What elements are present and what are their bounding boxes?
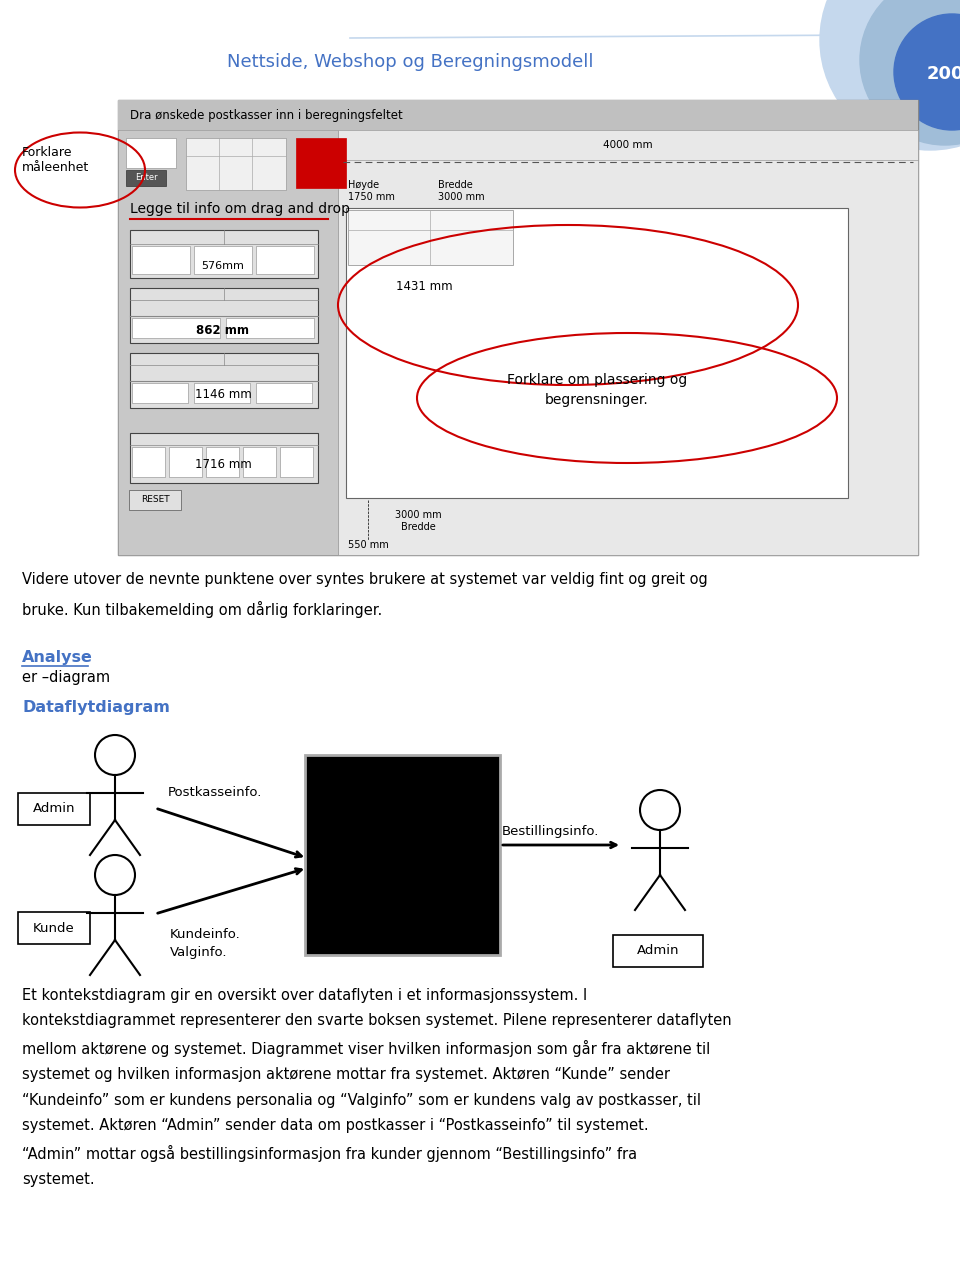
FancyBboxPatch shape <box>348 210 513 264</box>
Text: 550 mm: 550 mm <box>348 540 389 550</box>
FancyBboxPatch shape <box>206 447 239 477</box>
FancyBboxPatch shape <box>130 230 318 278</box>
FancyBboxPatch shape <box>226 318 314 338</box>
Text: Nettside, Webshop og Beregningsmodell: Nettside, Webshop og Beregningsmodell <box>227 53 593 71</box>
Text: Postkasseinfo.: Postkasseinfo. <box>168 787 262 799</box>
FancyBboxPatch shape <box>130 433 318 483</box>
Text: Bredde
3000 mm: Bredde 3000 mm <box>438 180 485 202</box>
Text: Forklare om plassering og
begrensninger.: Forklare om plassering og begrensninger. <box>507 374 687 407</box>
FancyBboxPatch shape <box>118 130 338 555</box>
FancyBboxPatch shape <box>256 383 312 403</box>
Text: Analyse: Analyse <box>22 649 93 665</box>
Text: Admin: Admin <box>636 944 680 957</box>
FancyBboxPatch shape <box>132 383 188 403</box>
FancyBboxPatch shape <box>132 247 190 275</box>
Circle shape <box>95 735 135 775</box>
FancyBboxPatch shape <box>130 289 318 343</box>
FancyBboxPatch shape <box>126 170 166 186</box>
Text: RESET: RESET <box>141 496 169 505</box>
Text: er –diagram: er –diagram <box>22 670 110 685</box>
FancyBboxPatch shape <box>296 139 346 188</box>
FancyBboxPatch shape <box>305 755 500 955</box>
Text: Kundeinfo.
Valginfo.: Kundeinfo. Valginfo. <box>170 928 241 960</box>
FancyBboxPatch shape <box>186 139 286 189</box>
Text: Legge til info om drag and drop: Legge til info om drag and drop <box>130 202 350 216</box>
Circle shape <box>820 0 960 150</box>
Text: 1431 mm: 1431 mm <box>396 280 452 292</box>
FancyBboxPatch shape <box>132 447 165 477</box>
FancyBboxPatch shape <box>346 208 848 498</box>
Text: Dra ønskede postkasser inn i beregningsfeltet: Dra ønskede postkasser inn i beregningsf… <box>130 108 403 122</box>
FancyBboxPatch shape <box>126 139 176 168</box>
Text: 2009: 2009 <box>927 65 960 83</box>
FancyBboxPatch shape <box>18 793 90 825</box>
Circle shape <box>894 14 960 130</box>
FancyBboxPatch shape <box>613 935 703 967</box>
Text: 576mm: 576mm <box>202 261 245 271</box>
Text: 3000 mm
Bredde: 3000 mm Bredde <box>395 510 442 531</box>
FancyBboxPatch shape <box>18 913 90 944</box>
Text: Forklare
måleenhet: Forklare måleenhet <box>22 146 89 174</box>
Circle shape <box>640 791 680 830</box>
FancyBboxPatch shape <box>256 247 314 275</box>
Text: Høyde
1750 mm: Høyde 1750 mm <box>348 180 395 202</box>
Text: Videre utover de nevnte punktene over syntes brukere at systemet var veldig fint: Videre utover de nevnte punktene over sy… <box>22 572 708 618</box>
FancyBboxPatch shape <box>338 130 918 555</box>
Text: Et kontekstdiagram gir en oversikt over dataflyten i et informasjonssystem. I
ko: Et kontekstdiagram gir en oversikt over … <box>22 988 732 1187</box>
FancyBboxPatch shape <box>194 383 250 403</box>
Text: Admin: Admin <box>33 802 75 816</box>
Text: Dataflytdiagram: Dataflytdiagram <box>22 700 170 716</box>
FancyBboxPatch shape <box>243 447 276 477</box>
FancyBboxPatch shape <box>118 100 918 555</box>
FancyBboxPatch shape <box>132 318 220 338</box>
Circle shape <box>860 0 960 145</box>
Text: 862 mm: 862 mm <box>197 324 250 337</box>
FancyBboxPatch shape <box>129 491 181 510</box>
Text: Bestillingsinfo.: Bestillingsinfo. <box>502 825 599 839</box>
FancyBboxPatch shape <box>130 353 318 408</box>
Text: Enter: Enter <box>134 174 157 183</box>
FancyBboxPatch shape <box>169 447 202 477</box>
Text: 1716 mm: 1716 mm <box>195 459 252 472</box>
Text: 1146 mm: 1146 mm <box>195 389 252 402</box>
FancyBboxPatch shape <box>118 100 918 130</box>
Text: Kunde: Kunde <box>34 921 75 934</box>
FancyBboxPatch shape <box>280 447 313 477</box>
Text: 4000 mm: 4000 mm <box>603 140 653 150</box>
Circle shape <box>95 855 135 895</box>
FancyBboxPatch shape <box>194 247 252 275</box>
